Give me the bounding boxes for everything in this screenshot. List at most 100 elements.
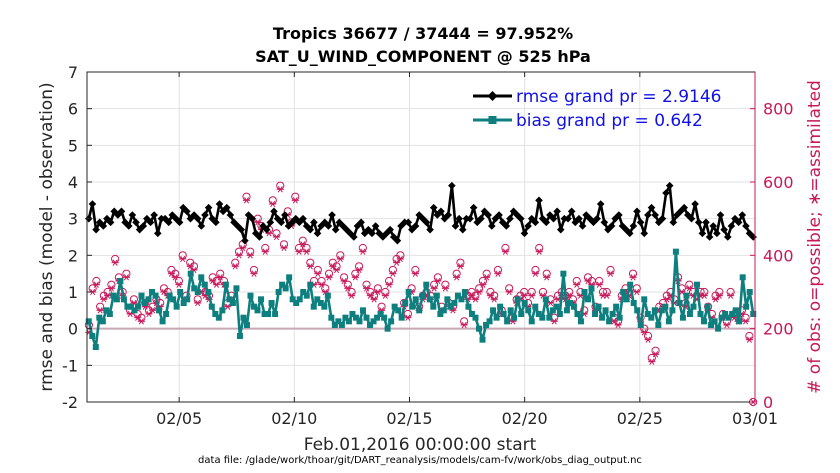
- obs-assimilated-marker: [104, 292, 112, 299]
- obs-assimilated-stroke: [270, 200, 276, 208]
- rmse-point: [404, 218, 413, 227]
- obs-assimilated-stroke: [596, 281, 602, 288]
- obs-assimilated-marker: [520, 292, 528, 299]
- bias-point: [525, 307, 532, 314]
- rmse-point: [487, 222, 496, 230]
- obs-assimilated-marker: [246, 252, 254, 259]
- bias-point: [219, 307, 226, 314]
- bias-point: [697, 311, 704, 317]
- rmse-point: [698, 229, 707, 238]
- rmse-point: [727, 222, 736, 230]
- obs-assimilated-stroke: [225, 303, 231, 310]
- bias-point: [395, 307, 402, 314]
- obs-assimilated-stroke: [352, 274, 358, 281]
- rmse-point: [644, 211, 652, 219]
- bias-point: [616, 314, 623, 321]
- y-axis-right-label: # of obs: o=possible; ∗=assimilated: [805, 80, 825, 394]
- obs-possible-marker: [261, 243, 270, 253]
- obs-assimilated-marker: [434, 277, 442, 285]
- obs-assimilated-stroke: [187, 263, 193, 270]
- obs-assimilated-stroke: [435, 277, 441, 285]
- obs-assimilated-stroke: [544, 274, 550, 281]
- obs-assimilated-stroke: [135, 314, 141, 321]
- bias-point: [500, 311, 507, 317]
- obs-assimilated-stroke: [615, 321, 621, 329]
- obs-assimilated-stroke: [536, 248, 542, 255]
- bias-point: [658, 307, 665, 314]
- obs-assimilated-marker: [344, 285, 352, 292]
- rmse-point: [716, 211, 725, 219]
- obs-assimilated-stroke: [746, 336, 752, 343]
- obs-assimilated-stroke: [108, 285, 114, 292]
- obs-assimilated-stroke: [180, 255, 186, 263]
- obs-assimilated-marker: [175, 281, 183, 288]
- rmse-point: [484, 211, 492, 219]
- bias-point: [472, 314, 479, 321]
- bias-point: [166, 292, 173, 299]
- obs-possible-marker: [358, 243, 367, 253]
- rmse-point: [709, 222, 718, 230]
- y-tick-label: 3: [68, 210, 78, 229]
- obs-assimilated-stroke: [604, 292, 610, 299]
- bias-point: [736, 318, 743, 325]
- bias-point: [279, 281, 286, 288]
- obs-assimilated-stroke: [247, 252, 253, 259]
- obs-assimilated-stroke: [176, 281, 182, 288]
- obs-assimilated-stroke: [686, 285, 692, 292]
- bias-point: [208, 303, 215, 310]
- bias-point: [391, 303, 398, 310]
- bias-point: [99, 318, 106, 325]
- obs-assimilated-stroke: [480, 281, 486, 288]
- obs-possible-marker: [268, 196, 277, 205]
- rmse-point: [549, 214, 558, 223]
- rmse-point: [248, 214, 256, 223]
- obs-assimilated-marker: [486, 292, 495, 299]
- rmse-point: [455, 214, 463, 223]
- rmse-point: [615, 211, 623, 219]
- y-right-tick-label: 400: [763, 246, 794, 265]
- rmse-point: [477, 214, 485, 223]
- bias-point: [261, 311, 268, 317]
- obs-possible-marker: [193, 295, 202, 304]
- bias-point: [293, 300, 300, 306]
- rmse-point: [212, 218, 220, 227]
- rmse-point: [255, 233, 264, 241]
- bias-point: [352, 314, 359, 321]
- obs-assimilated-stroke: [668, 292, 674, 299]
- bias-point: [222, 281, 229, 288]
- obs-possible-marker: [493, 265, 503, 275]
- bias-point: [205, 289, 212, 295]
- obs-assimilated-stroke: [386, 281, 392, 288]
- bias-point: [226, 296, 233, 303]
- obs-possible-marker: [92, 276, 101, 286]
- obs-assimilated-marker: [100, 296, 108, 303]
- obs-assimilated-marker: [546, 299, 555, 307]
- obs-possible-marker: [388, 265, 397, 275]
- bias-point: [676, 300, 683, 306]
- obs-assimilated-marker: [648, 358, 656, 365]
- rmse-point: [110, 207, 119, 216]
- rmse-point: [393, 236, 402, 245]
- bias-point: [180, 300, 187, 306]
- obs-assimilated-marker: [531, 270, 540, 277]
- rmse-point: [150, 211, 158, 219]
- rmse-point: [204, 203, 213, 212]
- bias-point: [377, 311, 384, 317]
- obs-assimilated-marker: [584, 277, 592, 285]
- rmse-point: [121, 218, 129, 227]
- obs-assimilated-stroke: [645, 336, 651, 343]
- bias-point: [725, 314, 732, 321]
- bias-point: [247, 292, 254, 299]
- bias-point: [419, 292, 426, 299]
- obs-assimilated-marker: [269, 200, 277, 208]
- obs-assimilated-stroke: [334, 266, 340, 274]
- bias-point: [342, 314, 349, 321]
- obs-assimilated-stroke: [461, 321, 467, 329]
- y-right-tick-label: 800: [763, 100, 794, 119]
- rmse-point: [593, 214, 601, 223]
- rmse-point: [669, 218, 678, 227]
- obs-assimilated-stroke: [322, 288, 328, 296]
- bias-point: [170, 296, 177, 303]
- bias-point: [711, 318, 718, 325]
- bias-point: [546, 314, 553, 321]
